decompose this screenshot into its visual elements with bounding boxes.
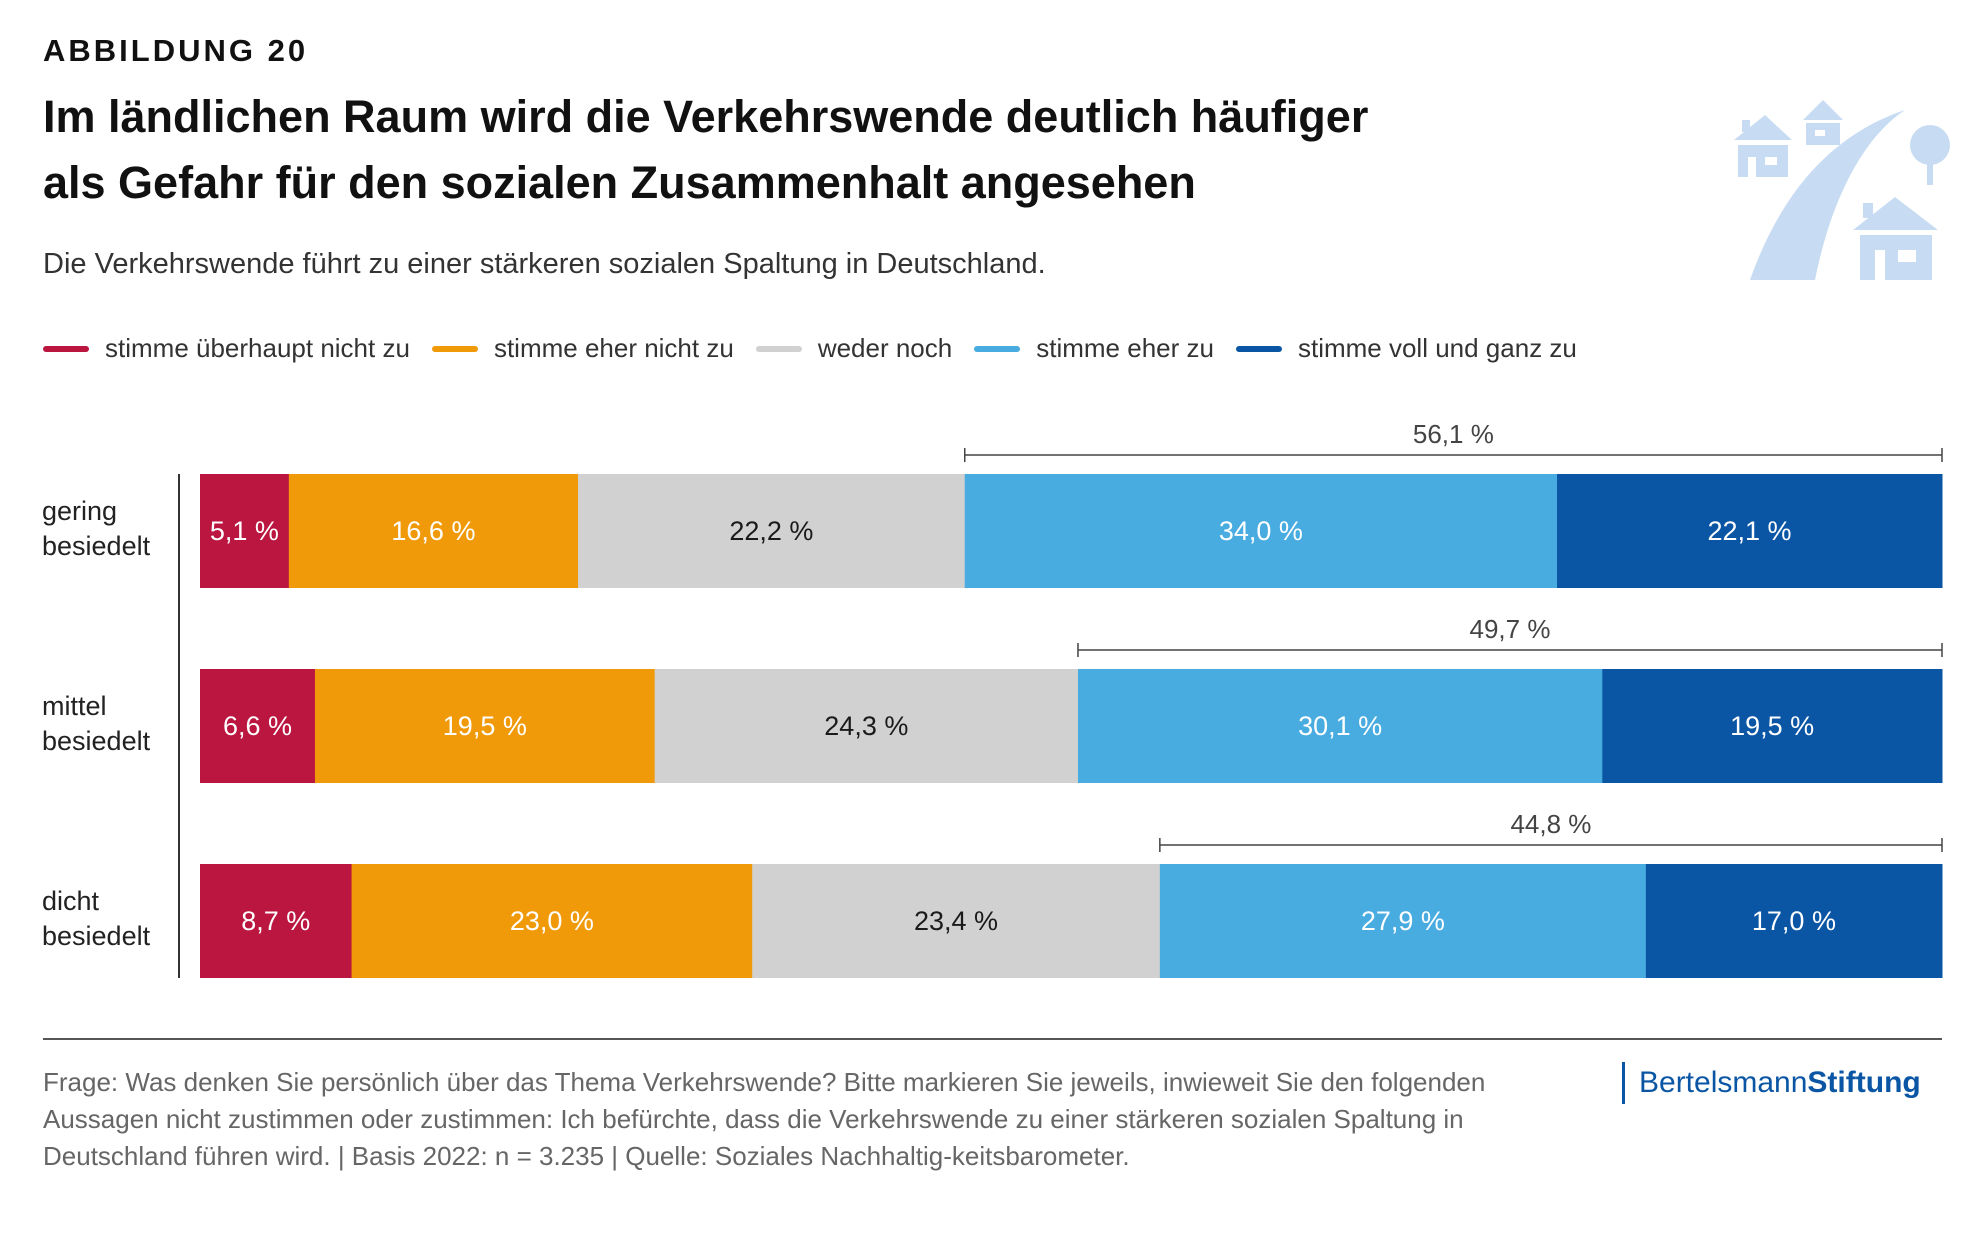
figure-label: ABBILDUNG 20 <box>43 33 309 68</box>
bar-segment <box>1077 669 1603 783</box>
legend-swatch <box>974 345 1021 352</box>
bar-segment <box>288 474 579 588</box>
bar-segment <box>314 669 656 783</box>
bar-segment <box>200 669 316 783</box>
legend-item: stimme voll und ganz zu <box>1235 333 1577 364</box>
legend-swatch <box>43 345 89 352</box>
logo-part2: Stiftung <box>1807 1066 1921 1099</box>
category-label-line: besiedelt <box>42 921 151 951</box>
bar-segment <box>1159 864 1647 978</box>
bar-segment <box>964 474 1558 588</box>
bar-segment <box>1645 864 1943 978</box>
data-label: 19,5 % <box>1730 711 1814 741</box>
village-road-icon <box>1734 100 1950 280</box>
bar-segment <box>351 864 753 978</box>
divider <box>43 1038 1942 1040</box>
category-label: dicht besiedelt <box>42 884 150 954</box>
data-label: 30,1 % <box>1298 711 1382 741</box>
bar-segment <box>578 474 966 588</box>
legend-item: weder noch <box>755 333 953 364</box>
chart-title: Im ländlichen Raum wird die Verkehrswend… <box>43 84 1368 216</box>
category-label: gering besiedelt <box>42 494 150 564</box>
chart-subtitle: Die Verkehrswende führt zu einer stärker… <box>43 248 1046 280</box>
bar-segment <box>1557 474 1943 588</box>
footnote: Frage: Was denken Sie persönlich über da… <box>43 1067 1486 1171</box>
stacked-bar-chart: 5,1 % 16,6 % 22,2 % 34,0 % 22,1 % 56,1 % 6,6 %… <box>178 419 1943 978</box>
agreement-total-label: 49,7 % <box>1470 614 1551 644</box>
category-label-line: besiedelt <box>42 531 151 561</box>
agreement-total-label: 56,1 % <box>1413 419 1494 449</box>
data-label: 34,0 % <box>1219 516 1303 546</box>
legend-label: stimme eher nicht zu <box>493 333 734 363</box>
legend-item: stimme überhaupt nicht zu <box>43 333 410 364</box>
title-line-1: Im ländlichen Raum wird die Verkehrswend… <box>43 91 1369 142</box>
legend-item: stimme eher nicht zu <box>431 333 734 364</box>
legend-item: stimme eher zu <box>974 333 1214 364</box>
category-label-line: mittel <box>42 691 107 721</box>
data-label: 16,6 % <box>391 516 475 546</box>
category-label-line: besiedelt <box>42 726 151 756</box>
title-line-2: als Gefahr für den sozialen Zusammenhalt… <box>43 157 1196 208</box>
bar-segment <box>200 864 353 978</box>
data-label: 23,0 % <box>510 906 594 936</box>
legend-swatch <box>1235 345 1282 352</box>
category-label-line: dicht <box>42 886 100 916</box>
data-label: 8,7 % <box>241 906 310 936</box>
category-label-line: gering <box>42 496 118 526</box>
bar-segment <box>200 474 290 588</box>
category-label: mittel besiedelt <box>42 689 150 759</box>
data-label: 17,0 % <box>1752 906 1836 936</box>
data-label: 22,1 % <box>1707 516 1791 546</box>
bertelsmann-stiftung-logo: BertelsmannStiftung <box>1622 1062 1921 1104</box>
legend-label: stimme voll und ganz zu <box>1297 333 1577 363</box>
data-label: 5,1 % <box>210 516 279 546</box>
bar-segment <box>752 864 1161 978</box>
legend-swatch <box>755 345 802 352</box>
bar-segment <box>654 669 1079 783</box>
data-label: 27,9 % <box>1361 906 1445 936</box>
data-label: 19,5 % <box>443 711 527 741</box>
bar-segment <box>1602 669 1943 783</box>
legend-swatch <box>431 345 478 352</box>
agreement-total-label: 44,8 % <box>1510 809 1591 839</box>
data-label: 22,2 % <box>729 516 813 546</box>
legend-label: weder noch <box>817 333 953 363</box>
legend-label: stimme überhaupt nicht zu <box>105 333 410 363</box>
legend: stimme überhaupt nicht zu stimme eher nic… <box>43 333 1599 364</box>
data-label: 24,3 % <box>824 711 908 741</box>
legend-label: stimme eher zu <box>1036 333 1214 363</box>
data-label: 23,4 % <box>914 906 998 936</box>
logo-part1: Bertelsmann <box>1639 1066 1808 1099</box>
data-label: 6,6 % <box>223 711 292 741</box>
